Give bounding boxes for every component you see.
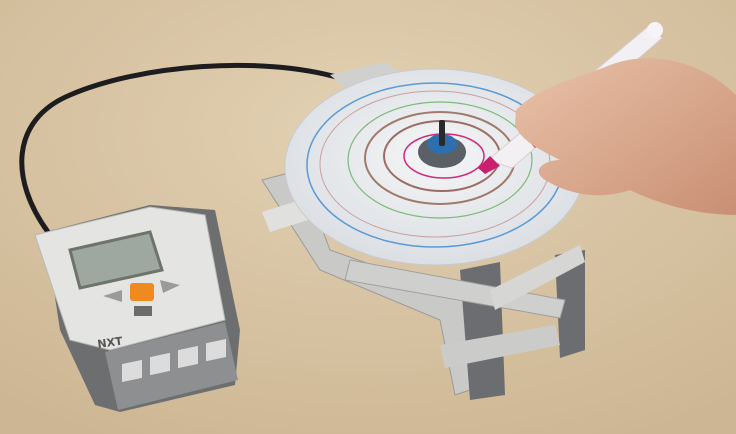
beam-end bbox=[262, 200, 308, 232]
port bbox=[178, 345, 198, 369]
marker-tip bbox=[478, 156, 500, 174]
port bbox=[122, 359, 142, 383]
brick-label: NXT bbox=[97, 335, 124, 351]
back-button bbox=[134, 306, 152, 316]
turntable-frame bbox=[261, 62, 585, 400]
leg bbox=[555, 250, 585, 358]
cross-beam bbox=[440, 325, 560, 368]
hand bbox=[515, 58, 736, 215]
nxt-brick: NXT bbox=[34, 205, 240, 412]
marker-cap bbox=[647, 22, 663, 38]
cross-beam bbox=[344, 259, 566, 319]
port-panel bbox=[105, 322, 238, 410]
port bbox=[150, 352, 170, 376]
motor bbox=[330, 62, 410, 92]
port bbox=[206, 338, 226, 362]
cross-beam bbox=[490, 245, 585, 310]
enter-button bbox=[130, 283, 154, 301]
ring bbox=[347, 101, 533, 219]
brick-screen bbox=[68, 230, 164, 290]
right-button bbox=[160, 280, 180, 293]
left-button bbox=[103, 290, 122, 302]
axle bbox=[439, 120, 445, 146]
cable bbox=[19, 62, 343, 235]
